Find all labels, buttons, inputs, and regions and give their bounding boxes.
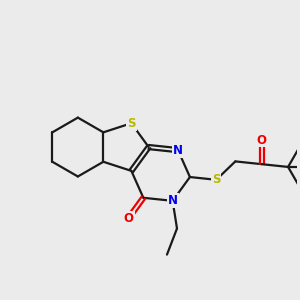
Text: N: N xyxy=(168,194,178,207)
Text: S: S xyxy=(127,117,136,130)
Text: S: S xyxy=(212,173,220,186)
Text: O: O xyxy=(257,134,267,146)
Text: N: N xyxy=(173,144,183,157)
Text: O: O xyxy=(124,212,134,224)
